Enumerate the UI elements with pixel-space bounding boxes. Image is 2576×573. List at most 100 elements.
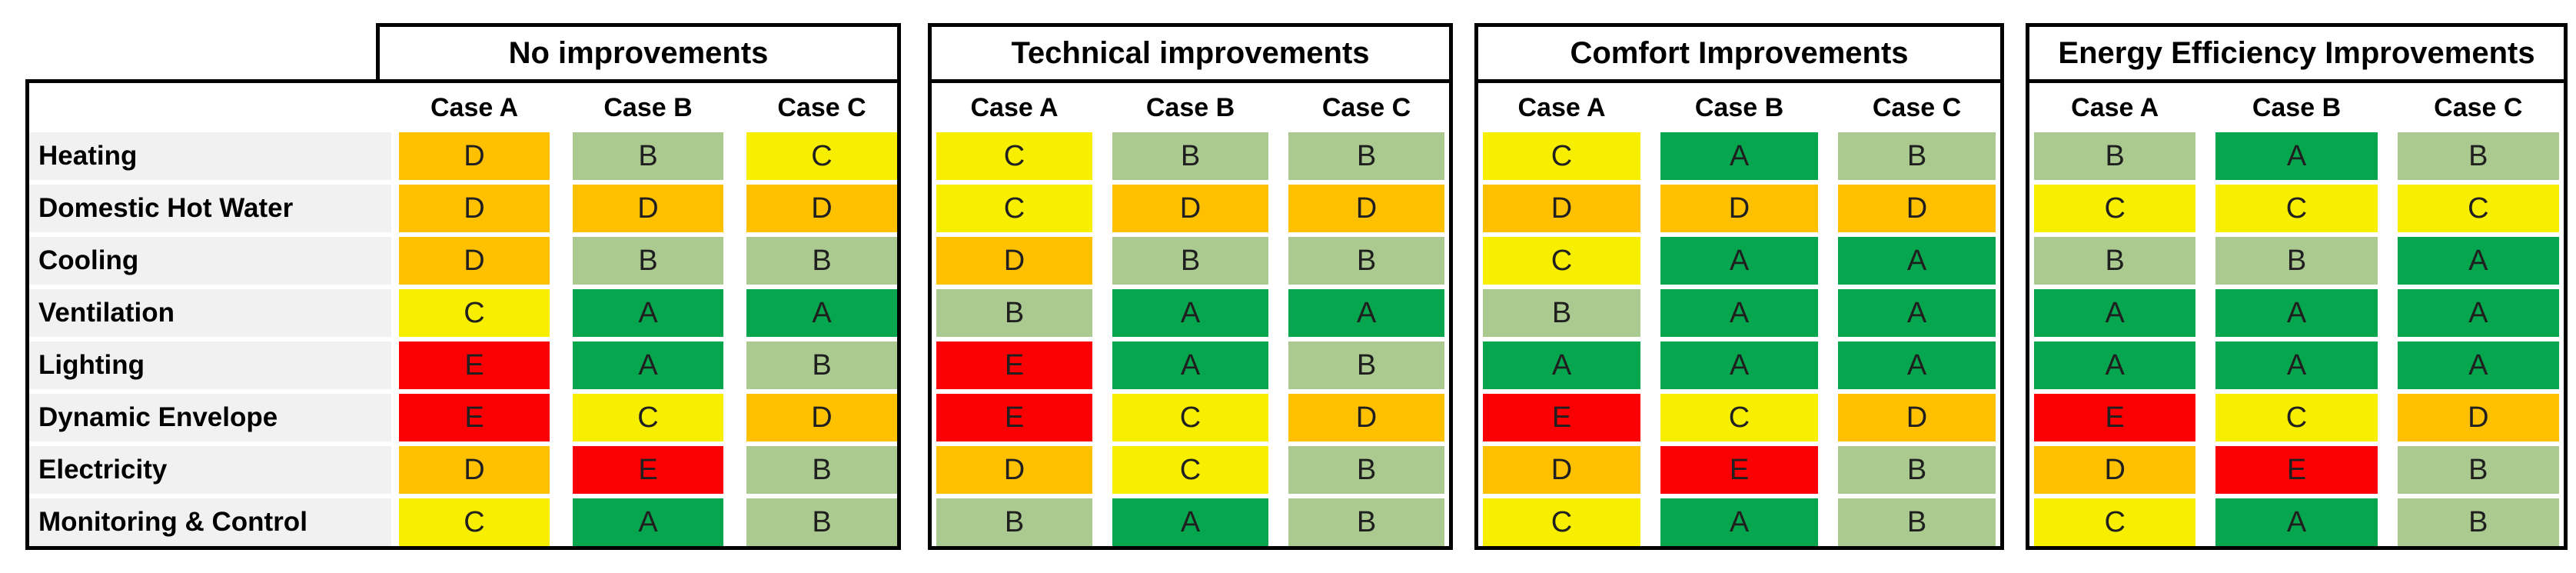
grade-cell: D bbox=[399, 446, 550, 494]
grade-cell: A bbox=[2034, 289, 2196, 337]
group-title-text: Comfort Improvements bbox=[1478, 27, 2000, 83]
case-header-row: Case A Case B Case C bbox=[932, 83, 1449, 132]
grade-cell: E bbox=[573, 446, 723, 494]
grade-cell: D bbox=[1838, 394, 1996, 441]
grade-cell: D bbox=[1838, 185, 1996, 232]
grade-cell: D bbox=[936, 237, 1092, 285]
case-header-row: Case A Case B Case C bbox=[29, 83, 897, 132]
case-header: Case B bbox=[603, 92, 693, 122]
grade-cell: A bbox=[1660, 132, 1818, 180]
grade-cell: B bbox=[2397, 132, 2559, 180]
grade-cell: A bbox=[573, 289, 723, 337]
case-header: Case A bbox=[430, 92, 519, 122]
row-label: Domestic Hot Water bbox=[29, 185, 391, 232]
grade-cell: E bbox=[936, 394, 1092, 441]
grade-cell: A bbox=[2034, 341, 2196, 389]
grade-cell: C bbox=[746, 132, 897, 180]
grade-cell: E bbox=[1483, 394, 1640, 441]
grade-cell: C bbox=[936, 185, 1092, 232]
grade-cell: C bbox=[573, 394, 723, 441]
grade-cell: A bbox=[1838, 237, 1996, 285]
grade-cell: B bbox=[1112, 132, 1268, 180]
row-label: Cooling bbox=[29, 237, 391, 285]
grade-cell: A bbox=[573, 498, 723, 546]
grade-cell: A bbox=[1838, 289, 1996, 337]
grade-cell: A bbox=[2215, 289, 2378, 337]
grade-cell: E bbox=[2034, 394, 2196, 441]
grade-cell: A bbox=[1112, 341, 1268, 389]
case-header: Case A bbox=[970, 92, 1059, 122]
grade-cell: C bbox=[2034, 498, 2196, 546]
grade-cell: C bbox=[1483, 237, 1640, 285]
grade-cell: A bbox=[1112, 289, 1268, 337]
grade-cell: B bbox=[1288, 237, 1444, 285]
grade-cell: B bbox=[2215, 237, 2378, 285]
grade-cell: B bbox=[2034, 237, 2196, 285]
grade-cell: E bbox=[399, 394, 550, 441]
case-header: Case B bbox=[2252, 92, 2342, 122]
grade-cell: C bbox=[1660, 394, 1818, 441]
group-title-text: Energy Efficiency Improvements bbox=[2029, 27, 2564, 83]
grade-cell: A bbox=[1838, 341, 1996, 389]
group-title-no-improvements: No improvements bbox=[376, 23, 901, 79]
grade-cell: B bbox=[746, 341, 897, 389]
row-label: Ventilation bbox=[29, 289, 391, 337]
grade-cell: A bbox=[1660, 498, 1818, 546]
grade-rows: Heating D B C Domestic Hot Water D D D Cooling D B… bbox=[29, 132, 897, 546]
grade-cell: A bbox=[2215, 132, 2378, 180]
group-table-energy-efficiency-improvements: Energy Efficiency Improvements Case A Case… bbox=[2026, 23, 2568, 550]
grade-cell: A bbox=[1660, 341, 1818, 389]
grade-cell: A bbox=[2215, 341, 2378, 389]
group-table-technical-improvements: Technical improvements Case A Case B Case C… bbox=[928, 23, 1453, 550]
case-header: Case A bbox=[2071, 92, 2159, 122]
grade-cell: C bbox=[1483, 498, 1640, 546]
grade-cell: D bbox=[399, 132, 550, 180]
grade-cell: B bbox=[1288, 498, 1444, 546]
grade-cell: C bbox=[2397, 185, 2559, 232]
grade-cell: B bbox=[573, 237, 723, 285]
group-title-text: Technical improvements bbox=[932, 27, 1449, 83]
case-header-row: Case A Case B Case C bbox=[1478, 83, 2000, 132]
grade-cell: D bbox=[1288, 185, 1444, 232]
grade-cell: B bbox=[2397, 446, 2559, 494]
grade-cell: B bbox=[1838, 132, 1996, 180]
grade-cell: D bbox=[746, 394, 897, 441]
case-header: Case B bbox=[1694, 92, 1784, 122]
case-header: Case C bbox=[2434, 92, 2523, 122]
case-header-row: Case A Case B Case C bbox=[2029, 83, 2564, 132]
grade-cell: B bbox=[746, 237, 897, 285]
grade-cell: B bbox=[746, 446, 897, 494]
case-header: Case C bbox=[1321, 92, 1411, 122]
row-label: Monitoring & Control bbox=[29, 498, 391, 546]
case-header: Case C bbox=[1872, 92, 1962, 122]
grade-cell: B bbox=[1838, 498, 1996, 546]
grade-cell: A bbox=[2397, 341, 2559, 389]
grade-cell: A bbox=[2397, 289, 2559, 337]
grade-cell: D bbox=[1288, 394, 1444, 441]
grade-cell: C bbox=[1483, 132, 1640, 180]
grade-cell: D bbox=[399, 237, 550, 285]
grade-cell: B bbox=[2034, 132, 2196, 180]
grade-cell: C bbox=[1112, 446, 1268, 494]
grade-cell: D bbox=[2034, 446, 2196, 494]
grade-cell: D bbox=[573, 185, 723, 232]
grade-cell: C bbox=[2215, 185, 2378, 232]
grade-cell: B bbox=[1288, 341, 1444, 389]
grade-cell: C bbox=[2215, 394, 2378, 441]
grade-cell: B bbox=[936, 289, 1092, 337]
grade-cell: C bbox=[936, 132, 1092, 180]
case-header: Case B bbox=[1145, 92, 1235, 122]
grade-cell: C bbox=[399, 498, 550, 546]
grade-cell: C bbox=[1112, 394, 1268, 441]
grade-cell: A bbox=[573, 341, 723, 389]
grade-cell: A bbox=[1288, 289, 1444, 337]
grade-cell: B bbox=[1112, 237, 1268, 285]
grade-cell: E bbox=[936, 341, 1092, 389]
case-header: Case A bbox=[1517, 92, 1606, 122]
row-label: Electricity bbox=[29, 446, 391, 494]
grade-cell: A bbox=[2215, 498, 2378, 546]
